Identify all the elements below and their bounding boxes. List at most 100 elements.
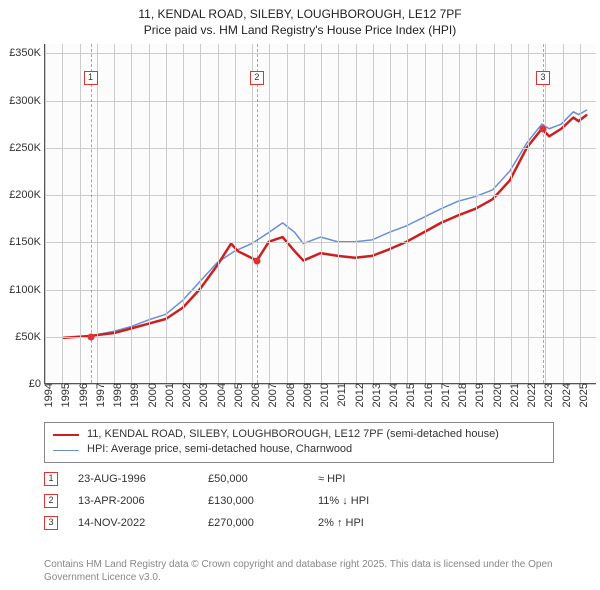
event-relative: 11% ↓ HPI [318,495,564,507]
x-axis-label: 2001 [160,383,176,407]
x-axis-label: 2009 [298,383,314,407]
x-axis-label: 2025 [574,383,590,407]
x-axis-label: 2012 [350,383,366,407]
x-axis-label: 2008 [281,383,297,407]
series-hpi [63,110,588,338]
event-row: 213-APR-2006£130,00011% ↓ HPI [44,490,564,512]
event-row: 3 14-NOV-2022 £270,000 2% ↑ HPI [44,512,564,534]
x-gridline [476,44,477,383]
x-axis-label: 2017 [436,383,452,407]
x-axis-label: 2018 [453,383,469,407]
y-axis-label: £150K [9,236,45,248]
x-gridline [183,44,184,383]
legend-swatch [53,450,79,451]
x-axis-label: 2020 [488,383,504,407]
chart-plot-area: £0£50K£100K£150K£200K£250K£300K£350K1994… [44,44,596,384]
legend-swatch [53,434,79,436]
legend-label: HPI: Average price, semi-detached house,… [87,442,352,457]
x-axis-label: 2000 [143,383,159,407]
event-marker-line [543,44,544,383]
x-axis-label: 2010 [315,383,331,407]
x-gridline [390,44,391,383]
x-gridline [62,44,63,383]
x-gridline [580,44,581,383]
x-axis-label: 2004 [212,383,228,407]
x-gridline [511,44,512,383]
sale-dot [540,126,547,133]
sale-dot [87,333,94,340]
x-axis-label: 1999 [125,383,141,407]
legend-label: 11, KENDAL ROAD, SILEBY, LOUGHBOROUGH, L… [87,427,499,442]
title-line1: 11, KENDAL ROAD, SILEBY, LOUGHBOROUGH, L… [10,6,590,22]
x-gridline [200,44,201,383]
y-axis-label: £50K [15,331,45,343]
legend-row: 11, KENDAL ROAD, SILEBY, LOUGHBOROUGH, L… [53,427,545,442]
x-gridline [252,44,253,383]
event-marker-line [91,44,92,383]
x-axis-label: 2016 [419,383,435,407]
legend-row: HPI: Average price, semi-detached house,… [53,442,545,457]
x-axis-label: 2023 [539,383,555,407]
event-num: 3 [44,516,58,530]
x-axis-label: 2007 [263,383,279,407]
x-axis-label: 2015 [401,383,417,407]
event-relative: 2% ↑ HPI [318,517,564,529]
event-marker-box: 2 [250,71,264,85]
x-axis-label: 1997 [91,383,107,407]
x-gridline [166,44,167,383]
y-axis-label: £250K [9,142,45,154]
x-gridline [269,44,270,383]
x-axis-label: 1994 [39,383,55,407]
event-date: 13-APR-2006 [78,495,188,507]
x-gridline [442,44,443,383]
x-gridline [97,44,98,383]
event-marker-line [257,44,258,383]
x-gridline [563,44,564,383]
x-gridline [80,44,81,383]
event-num: 1 [44,472,58,486]
x-gridline [407,44,408,383]
x-axis-label: 2013 [367,383,383,407]
event-date: 23-AUG-1996 [78,473,188,485]
y-axis-label: £100K [9,284,45,296]
x-axis-label: 2014 [384,383,400,407]
x-gridline [494,44,495,383]
x-gridline [545,44,546,383]
x-gridline [321,44,322,383]
x-axis-label: 2011 [332,383,348,407]
event-relative: ≈ HPI [318,473,564,485]
event-price: £130,000 [208,495,298,507]
x-gridline [373,44,374,383]
x-axis-label: 1995 [56,383,72,407]
event-marker-box: 3 [536,71,550,85]
x-gridline [459,44,460,383]
x-axis-label: 2002 [177,383,193,407]
x-gridline [45,44,46,383]
x-gridline [528,44,529,383]
x-gridline [114,44,115,383]
event-price: £50,000 [208,473,298,485]
sale-dot [253,258,260,265]
x-gridline [425,44,426,383]
x-axis-label: 2006 [246,383,262,407]
event-date: 14-NOV-2022 [78,517,188,529]
chart-title: 11, KENDAL ROAD, SILEBY, LOUGHBOROUGH, L… [0,0,600,42]
x-gridline [149,44,150,383]
footer-attribution: Contains HM Land Registry data © Crown c… [44,558,564,584]
x-gridline [287,44,288,383]
title-line2: Price paid vs. HM Land Registry's House … [10,22,590,38]
x-gridline [338,44,339,383]
events-table: 123-AUG-1996£50,000≈ HPI213-APR-2006£130… [44,468,564,534]
y-axis-label: £350K [9,47,45,59]
x-axis-label: 2019 [470,383,486,407]
x-gridline [218,44,219,383]
x-gridline [131,44,132,383]
x-gridline [356,44,357,383]
event-row: 1 23-AUG-1996 £50,000 ≈ HPI [44,468,564,490]
event-price: £270,000 [208,517,298,529]
x-axis-label: 2003 [194,383,210,407]
x-gridline [304,44,305,383]
y-axis-label: £300K [9,95,45,107]
x-axis-label: 1996 [74,383,90,407]
x-gridline [235,44,236,383]
